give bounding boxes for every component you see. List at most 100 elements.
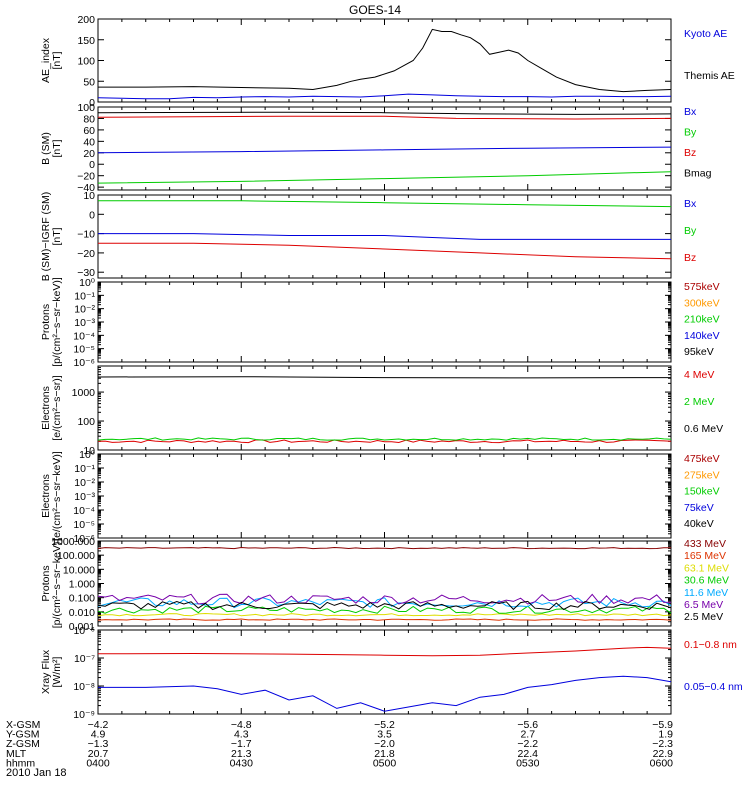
legend-entry: Bz [684, 147, 696, 159]
footer-value: −1.3 [88, 738, 109, 750]
y-tick-label: 1000 [72, 387, 96, 399]
footer-value: −1.7 [231, 738, 252, 750]
series-line [98, 233, 671, 240]
footer-value: 21.8 [374, 748, 395, 760]
panel-frame [97, 365, 672, 451]
footer-value: 22.9 [653, 748, 674, 760]
footer-value: 22.4 [518, 748, 539, 760]
footer-row-label: X-GSM [6, 719, 40, 731]
y-axis-label-line: B (SM) [40, 132, 52, 165]
y-axis-label-line: Electrons [40, 474, 52, 518]
footer-row-label: Y-GSM [6, 729, 39, 741]
y-tick-label: −20 [77, 171, 95, 183]
y-tick-label: 10⁻³ [74, 491, 95, 503]
legend-entry: 11.6 MeV [684, 587, 728, 599]
legend-entry: Bmag [684, 168, 712, 180]
series-line [97, 439, 672, 444]
legend-entry: 475keV [684, 453, 720, 465]
y-axis-label-line: [W/m²] [51, 656, 63, 687]
y-tick-label: 10⁻³ [74, 317, 95, 329]
y-tick-label: 0.010 [69, 607, 95, 619]
legend-entry: 575keV [684, 281, 720, 293]
panel-electrons1: 10 100 1000 Electrons[e/(cm²−s−sr)] 4 MeV 2 M… [40, 365, 723, 457]
legend-entry: 433 MeV [684, 538, 726, 550]
y-axis-label: AE_index[nT] [40, 37, 63, 83]
y-tick-label: 100 [77, 56, 95, 68]
panel-frame [97, 106, 672, 191]
legend-entry: By [684, 127, 697, 139]
series-line [97, 171, 672, 184]
y-tick-label: −10 [77, 229, 95, 241]
panel-bigrf: −30 −20 −10 0 10 B (SM)−IGRF (SM)[nT] Bx By Bz [40, 190, 697, 281]
legend-entry: 75keV [684, 502, 714, 514]
y-tick-label: 10⁻⁶ [73, 533, 95, 545]
series-line [97, 612, 672, 617]
y-axis-label: Electrons[e/(cm²−s−sr)] [40, 375, 63, 440]
y-tick-label: 10⁻⁶ [73, 625, 95, 637]
series-line [97, 605, 672, 614]
footer-value: 21.3 [231, 748, 252, 760]
panel-frame [97, 281, 672, 363]
footer-value: 4.9 [91, 729, 106, 741]
legend-entry: 210keV [684, 314, 720, 326]
legend-entry: Bz [684, 252, 696, 264]
legend-entry: 30.6 MeV [684, 575, 729, 587]
y-tick-label: 0.001 [69, 621, 95, 633]
y-tick-label: 10.000 [63, 564, 95, 576]
y-tick-label: 10⁻⁸ [73, 681, 95, 693]
footer-value: 3.5 [377, 729, 392, 741]
legend-entry: Bx [684, 198, 697, 210]
footer-value: −2.0 [374, 738, 395, 750]
panel-frame [97, 453, 672, 539]
legend-entry: Themis AE [684, 70, 735, 82]
date-label: 2010 Jan 18 [6, 767, 67, 779]
panel-frame [97, 194, 672, 279]
legend-entry: 275keV [684, 469, 720, 481]
series-line [97, 593, 672, 605]
legend-entry: 165 MeV [684, 550, 726, 562]
series-line [98, 675, 672, 712]
y-tick-label: 10⁰ [79, 277, 96, 289]
y-tick-label: 10 [83, 445, 95, 457]
panel-electrons2: 10⁻⁶ 10⁻⁵ 10⁻⁴ 10⁻³ 10⁻² 10⁻¹ 10⁰ Electrons[e/(… [40, 449, 720, 545]
y-axis-label-line: [p/(cm²−s−sr−keV)] [51, 277, 63, 367]
series-line [98, 200, 672, 208]
legend-entry: 300keV [684, 297, 720, 309]
footer-value: 0400 [86, 757, 110, 769]
y-tick-label: 200 [77, 14, 95, 26]
y-axis-label-line: [p/(cm²−s−sr−keV)] [51, 539, 63, 629]
plot-title: GOES-14 [349, 3, 401, 17]
series-line [97, 618, 672, 621]
legend-entry: 2 MeV [684, 396, 714, 408]
y-tick-label: 150 [77, 35, 95, 47]
y-tick-label: 10⁻⁷ [74, 653, 95, 665]
y-axis-label: Protons[p/(cm²−s−sr−keV)] [40, 277, 63, 367]
y-tick-label: 0 [89, 209, 95, 221]
y-tick-label: 10⁰ [79, 449, 96, 461]
series-line [97, 646, 672, 657]
y-tick-label: 80 [83, 113, 95, 125]
series-line [98, 242, 672, 260]
series-line [97, 93, 672, 100]
y-axis-label-line: [e/(cm²−s−sr)] [51, 375, 63, 440]
footer-value: 0500 [373, 757, 397, 769]
series-line [97, 146, 672, 154]
y-tick-label: 100 [77, 416, 95, 428]
series-line [98, 28, 672, 93]
legend-entry: 4 MeV [684, 369, 714, 381]
legend-entry: 140keV [684, 330, 720, 342]
y-axis-label: Protons[p/(cm²−s−sr−keV)] [40, 539, 63, 629]
y-tick-label: 10⁻⁵ [73, 519, 95, 531]
panel-frame [97, 18, 672, 103]
legend-entry: Bx [684, 106, 697, 118]
footer-value: −2.2 [517, 738, 538, 750]
panel-frame [97, 629, 672, 715]
y-axis-label-line: [nT] [51, 139, 63, 157]
y-axis-label-line: [e/(cm²−s−sr−keV)] [51, 451, 63, 541]
series-line [97, 115, 672, 120]
y-tick-label: 50 [83, 76, 95, 88]
y-tick-label: 100.000 [57, 550, 95, 562]
